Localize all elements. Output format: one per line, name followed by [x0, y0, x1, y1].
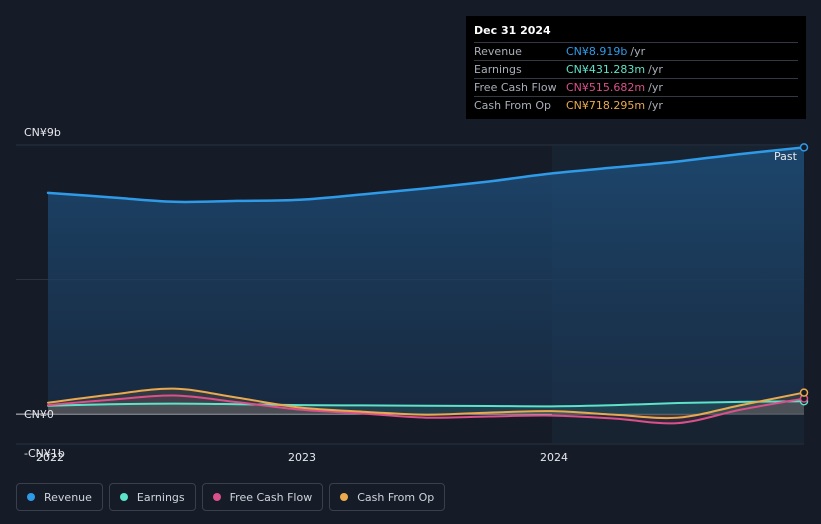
x-tick-label: 2022: [36, 451, 64, 464]
tooltip-value: CN¥515.682m: [566, 81, 646, 94]
legend-dot-icon: [340, 493, 349, 501]
legend-dot-icon: [119, 493, 128, 501]
legend-label: Free Cash Flow: [229, 490, 313, 504]
tooltip-label: Cash From Op: [474, 99, 552, 112]
area-revenue: [48, 147, 804, 415]
tooltip-panel: Dec 31 2024 Revenue CN¥8.919b /yr Earnin…: [466, 16, 806, 119]
y-axis-ticks: CN¥9b CN¥0 -CN¥1b: [24, 126, 65, 460]
legend-item-free-cash-flow[interactable]: Free Cash Flow: [201, 483, 324, 511]
tooltip-label: Free Cash Flow: [474, 81, 557, 94]
tooltip-value: CN¥718.295m: [566, 99, 646, 112]
legend-item-revenue[interactable]: Revenue: [16, 483, 103, 511]
tooltip-row-free-cash-flow: Free Cash Flow CN¥515.682m /yr: [474, 78, 798, 96]
x-axis-ticks: 2022 2023 2024: [36, 451, 568, 464]
tooltip-unit: /yr: [648, 99, 663, 112]
tooltip-row-revenue: Revenue CN¥8.919b /yr: [474, 42, 798, 60]
legend-label: Earnings: [136, 490, 185, 504]
tooltip-label: Revenue: [474, 45, 522, 58]
legend-dot-icon: [27, 493, 35, 501]
series-lines: [46, 146, 806, 425]
legend-label: Cash From Op: [357, 490, 435, 504]
endpoint-revenue: [799, 143, 809, 152]
line-cash-from-op: [47, 387, 805, 420]
legend-label: Revenue: [44, 490, 92, 504]
tooltip-row-cash-from-op: Cash From Op CN¥718.295m /yr: [474, 96, 798, 114]
y-tick-label: -CN¥1b: [24, 447, 65, 460]
line-earnings: [47, 400, 805, 408]
line-free-cash-flow: [47, 394, 805, 425]
legend-dot-icon: [212, 493, 221, 501]
tooltip-unit: /yr: [648, 63, 663, 76]
legend-item-cash-from-op[interactable]: Cash From Op: [329, 483, 446, 511]
tooltip-date: Dec 31 2024: [474, 24, 551, 37]
endpoint-cash-from-op: [799, 388, 809, 397]
past-label: Past: [774, 150, 798, 163]
legend-item-earnings[interactable]: Earnings: [108, 483, 196, 511]
y-tick-label: CN¥9b: [24, 126, 61, 139]
series-endpoints: [799, 143, 809, 406]
tooltip-unit: /yr: [648, 81, 663, 94]
y-tick-label: CN¥0: [24, 408, 54, 421]
tooltip-value: CN¥8.919b: [566, 45, 628, 58]
tooltip-value: CN¥431.283m: [566, 63, 646, 76]
tooltip-label: Earnings: [474, 63, 522, 76]
x-tick-label: 2023: [288, 451, 316, 464]
area-cash-from-op: [48, 388, 804, 419]
x-tick-label: 2024: [540, 451, 568, 464]
tooltip-unit: /yr: [630, 45, 646, 58]
tooltip-row-earnings: Earnings CN¥431.283m /yr: [474, 60, 798, 78]
chart-legend: Revenue Earnings Free Cash Flow Cash Fro…: [16, 483, 446, 511]
line-revenue: [46, 146, 806, 204]
